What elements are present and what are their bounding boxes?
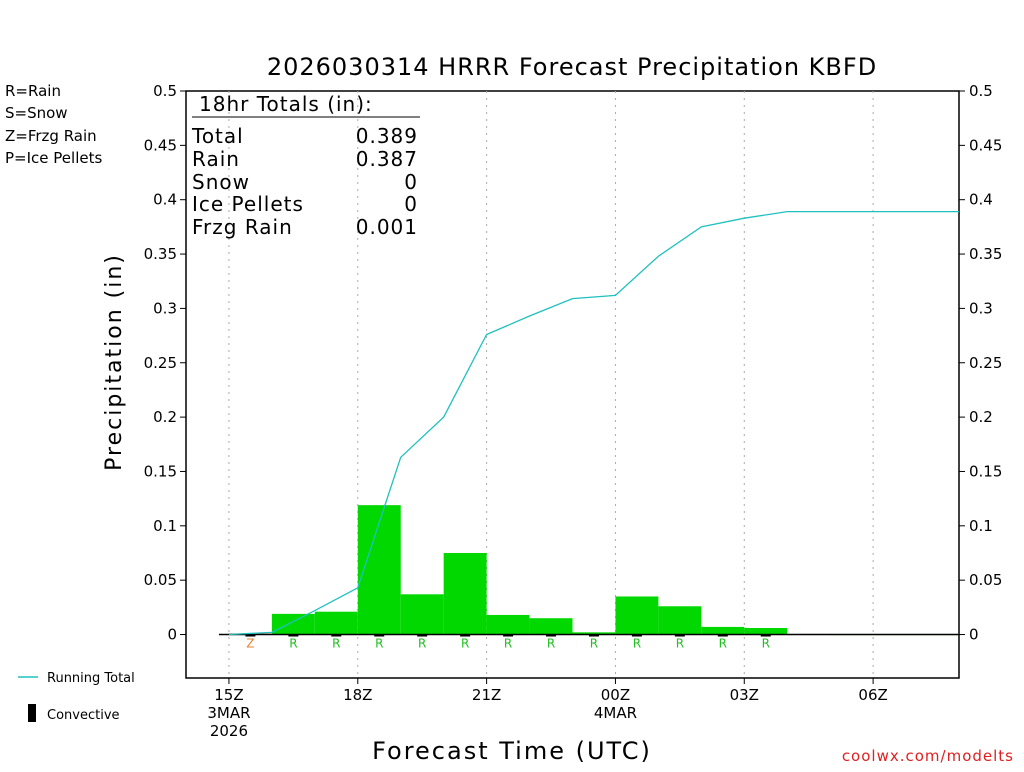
ytick-label-right: 0.05	[969, 571, 1002, 589]
precip-bar	[701, 626, 745, 635]
x-axis-label: Forecast Time (UTC)	[372, 737, 652, 765]
xtick-label: 2026	[210, 722, 248, 740]
ytick-label-left: 0.15	[144, 462, 177, 480]
ytick-label-right: 0.15	[969, 462, 1002, 480]
ptype-marker: R	[762, 637, 770, 651]
legend-ice-pellets: P=Ice Pellets	[5, 149, 102, 167]
precip-bar	[744, 627, 788, 635]
ptype-marker: R	[676, 637, 684, 651]
precip-bar	[271, 613, 315, 635]
ytick-label-right: 0.3	[969, 299, 993, 317]
totals-total-value: 0.389	[356, 124, 418, 148]
running-total-line	[228, 211, 959, 636]
plot-frame	[185, 90, 960, 679]
vertical-gridlines	[228, 91, 874, 678]
ytick-label-left: 0.25	[144, 354, 177, 372]
legend-frzg-rain: Z=Frzg Rain	[5, 127, 97, 145]
precip-bar	[400, 594, 444, 635]
totals-rain-value: 0.387	[356, 147, 418, 171]
ytick-label-left: 0.05	[144, 571, 177, 589]
ytick-label-left: 0.3	[153, 299, 177, 317]
ytick-label-right: 0.4	[969, 191, 993, 209]
precip-bar	[443, 552, 487, 635]
ptype-marker: R	[547, 637, 555, 651]
totals-frzg-value: 0.001	[356, 215, 418, 239]
line-legend: Running Total Convective	[18, 671, 135, 723]
ytick-label-left: 0.5	[153, 82, 177, 100]
precip-bars	[218, 505, 959, 637]
ptype-marker: R	[719, 637, 727, 651]
totals-total-label: Total	[191, 124, 244, 148]
ptype-marker: R	[375, 637, 383, 651]
totals-ice-label: Ice Pellets	[192, 192, 304, 216]
precip-bar	[486, 614, 530, 635]
totals-ice-value: 0	[404, 192, 418, 216]
precip-bar	[615, 596, 659, 635]
ytick-label-right: 0.45	[969, 136, 1002, 154]
legend-snow: S=Snow	[5, 104, 68, 122]
ytick-label-left: 0.35	[144, 245, 177, 263]
totals-frzg-label: Frzg Rain	[192, 215, 293, 239]
totals-header: 18hr Totals (in):	[199, 92, 373, 116]
precip-bar	[314, 611, 358, 635]
totals-box: 18hr Totals (in): Total 0.389 Rain 0.387…	[191, 92, 420, 239]
ptype-marker: R	[504, 637, 512, 651]
ptype-marker: R	[289, 637, 297, 651]
ytick-label-right: 0.2	[969, 408, 993, 426]
running-total-legend: Running Total	[47, 671, 135, 686]
y-axis-label: Precipitation (in)	[102, 253, 127, 471]
ytick-label-left: 0	[167, 626, 177, 644]
ptype-marker: R	[590, 637, 598, 651]
ytick-label-right: 0.1	[969, 517, 993, 535]
ptype-marker: R	[461, 637, 469, 651]
ptype-legend: R=Rain S=Snow Z=Frzg Rain P=Ice Pellets	[5, 82, 102, 167]
xtick-label: 03Z	[730, 686, 759, 704]
precip-bar	[529, 618, 573, 635]
ytick-label-right: 0.25	[969, 354, 1002, 372]
xtick-label: 21Z	[472, 686, 501, 704]
convective-swatch	[28, 704, 36, 722]
convective-legend: Convective	[47, 708, 120, 723]
ytick-label-right: 0	[969, 626, 979, 644]
ptype-marker: R	[633, 637, 641, 651]
ptype-marker: Z	[246, 637, 254, 651]
ptype-marker: R	[418, 637, 426, 651]
xtick-label: 3MAR	[207, 704, 250, 722]
totals-rain-label: Rain	[192, 147, 240, 171]
totals-snow-value: 0	[404, 170, 418, 194]
precip-bar	[572, 632, 616, 635]
ytick-label-left: 0.1	[153, 517, 177, 535]
precip-bar	[658, 606, 702, 635]
totals-snow-label: Snow	[192, 170, 250, 194]
ytick-label-left: 0.45	[144, 136, 177, 154]
xtick-label: 06Z	[858, 686, 887, 704]
xtick-label: 00Z	[601, 686, 630, 704]
site-credit: coolwx.com/modelts	[842, 747, 1014, 765]
chart-title: 2026030314 HRRR Forecast Precipitation K…	[267, 53, 877, 81]
xtick-label: 18Z	[343, 686, 372, 704]
precip-bar	[357, 505, 401, 635]
ytick-label-left: 0.2	[153, 408, 177, 426]
ytick-label-left: 0.4	[153, 191, 177, 209]
ytick-label-right: 0.5	[969, 82, 993, 100]
series-line-0	[228, 211, 959, 636]
ptype-marker: R	[332, 637, 340, 651]
legend-rain: R=Rain	[5, 82, 61, 100]
xtick-label: 15Z	[214, 686, 243, 704]
xtick-label: 4MAR	[594, 704, 637, 722]
ytick-label-right: 0.35	[969, 245, 1002, 263]
y-axis-ticks: 0 00.05 0.050.1 0.10.15 0.150.2 0.20.25 0.250.…	[144, 82, 1003, 644]
